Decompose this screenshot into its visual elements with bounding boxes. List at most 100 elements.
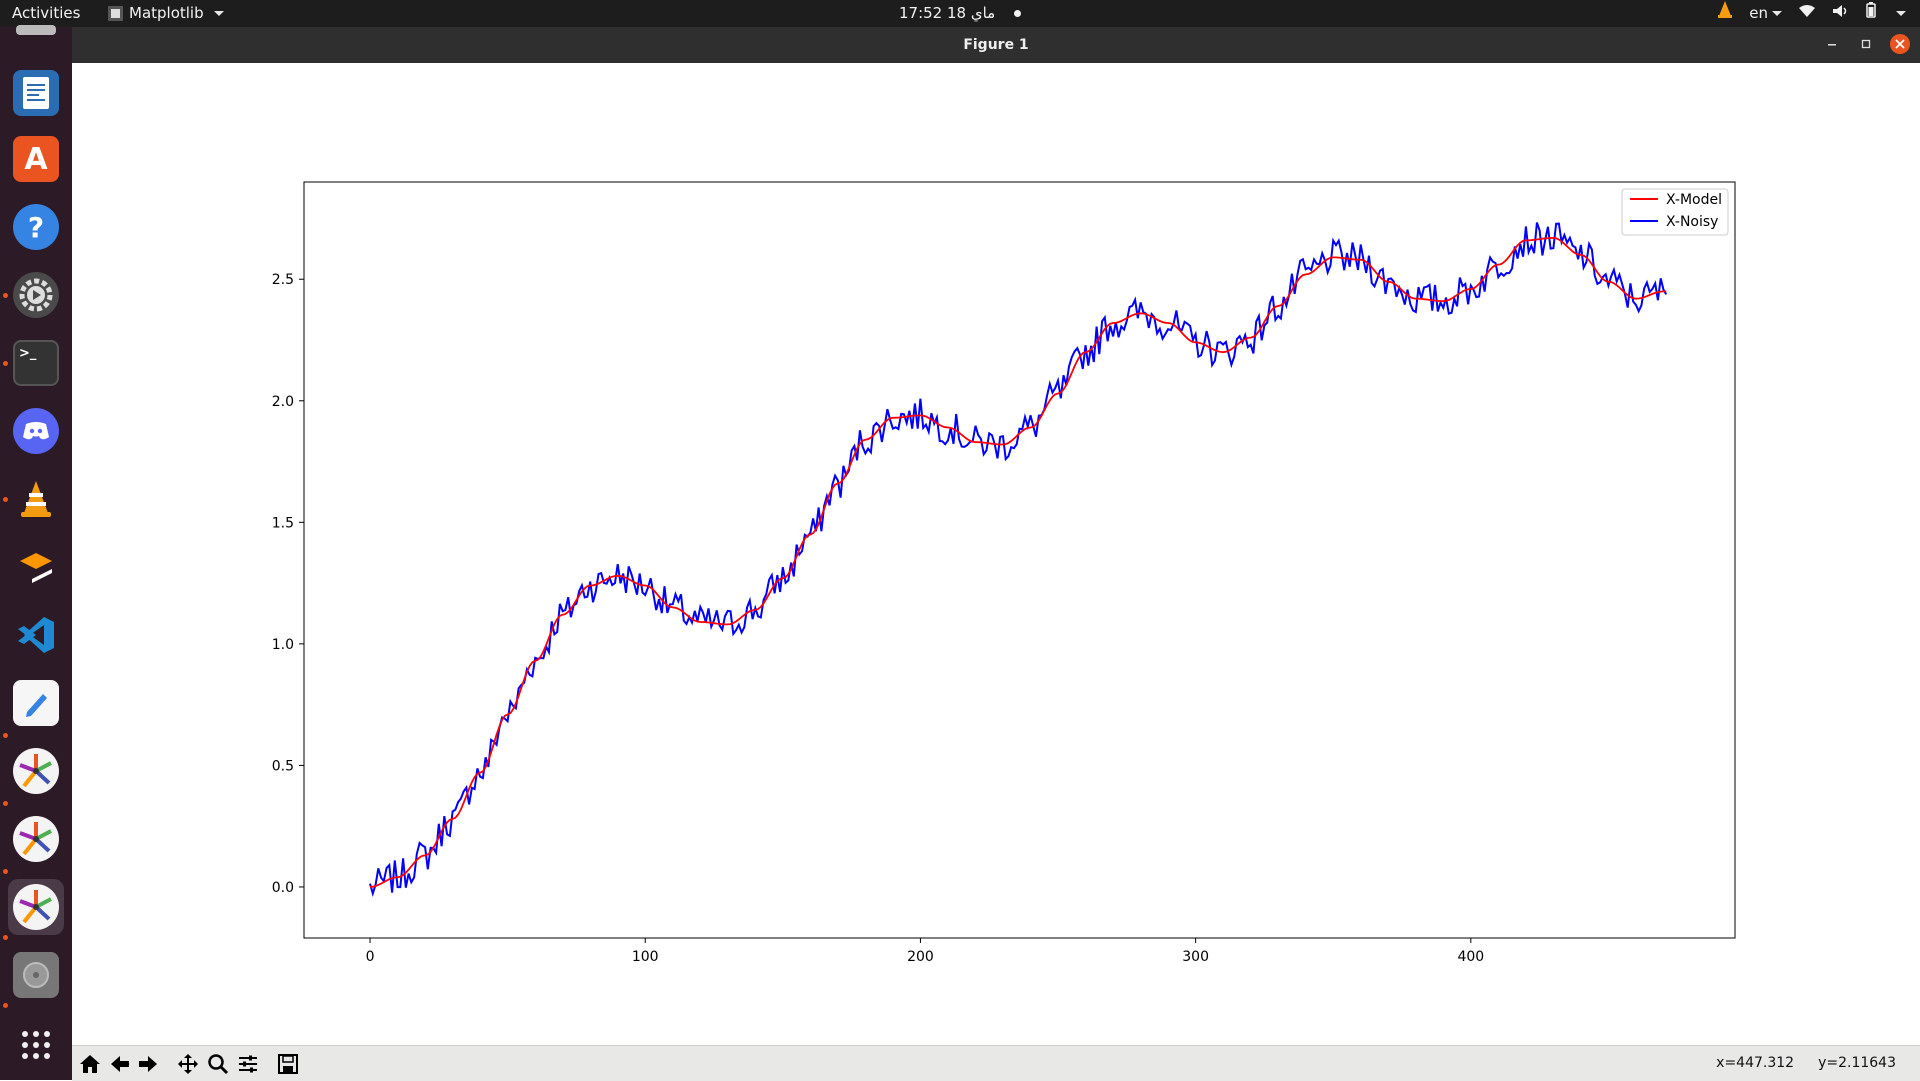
matplotlib-figure-icon: [13, 816, 59, 862]
y-tick-label: 0.5: [272, 758, 294, 774]
system-menu[interactable]: [1892, 0, 1906, 27]
terminal-icon: >_: [13, 340, 59, 386]
text-editor-icon: [13, 680, 59, 726]
window-controls: [1822, 34, 1910, 54]
dock-item-disks[interactable]: [8, 947, 64, 1003]
cursor-x-readout: x=447.312: [1716, 1055, 1795, 1071]
forward-button[interactable]: [134, 1050, 162, 1078]
x-axis: 0 100 200 300 400: [366, 938, 1484, 965]
legend-label-x-model: X-Model: [1666, 192, 1722, 208]
dock-item-vscode[interactable]: [8, 607, 64, 663]
clock-label[interactable]: 17:52 18 ماي: [899, 4, 996, 22]
running-indicator: [3, 935, 8, 940]
close-button[interactable]: [1890, 34, 1910, 54]
window-title: Figure 1: [963, 37, 1029, 53]
save-icon: [278, 1054, 298, 1074]
disks-icon: [13, 952, 59, 998]
ubuntu-software-icon: A: [13, 136, 59, 182]
x-tick-label: 200: [907, 949, 934, 965]
dock-item-sublime-text[interactable]: [8, 539, 64, 595]
y-axis: 0.0 0.5 1.0 1.5 2.0 2.5: [272, 272, 304, 896]
vlc-tray-icon[interactable]: [1717, 0, 1733, 27]
x-tick-label: 300: [1182, 949, 1209, 965]
restore-icon: [1861, 39, 1871, 49]
vlc-cone-icon: [13, 476, 59, 522]
x-tick-label: 100: [632, 949, 659, 965]
y-tick-label: 1.0: [272, 637, 294, 653]
x-tick-label: 0: [366, 949, 375, 965]
wifi-icon[interactable]: [1798, 0, 1816, 27]
home-button[interactable]: [76, 1050, 104, 1078]
libreoffice-writer-icon: [13, 70, 59, 116]
axes-frame: [303, 181, 1736, 939]
volume-icon[interactable]: [1832, 0, 1850, 27]
sublime-text-icon: [13, 544, 59, 590]
dock-item-vlc[interactable]: [8, 471, 64, 527]
zoom-button[interactable]: [204, 1050, 232, 1078]
chevron-down-icon: [213, 11, 224, 16]
show-applications-button[interactable]: [8, 1017, 64, 1073]
series-line-x-model: [369, 236, 1667, 888]
cursor-coordinates: x=447.312 y=2.11643: [1716, 1046, 1896, 1081]
cursor-y-readout: y=2.11643: [1818, 1055, 1896, 1071]
matplotlib-figure-icon: [13, 748, 59, 794]
forward-icon: [139, 1056, 157, 1072]
chevron-down-icon: [1896, 11, 1906, 16]
system-tray: en: [1717, 0, 1906, 27]
settings-gear-icon: [13, 272, 59, 318]
running-indicator: [3, 497, 8, 502]
configure-subplots-button[interactable]: [234, 1050, 262, 1078]
running-indicator: [3, 1003, 8, 1008]
minimize-button[interactable]: [1822, 34, 1842, 54]
top-bar: Activities Matplotlib 17:52 18 ماي en: [0, 0, 1920, 27]
running-indicator: [3, 733, 8, 738]
discord-icon: [13, 408, 59, 454]
legend-box: [1621, 188, 1729, 236]
language-indicator[interactable]: en: [1749, 0, 1782, 27]
partial-app-icon: [16, 25, 56, 35]
dock-item-terminal[interactable]: >_: [8, 335, 64, 391]
dock-item-matplotlib-figure-3[interactable]: [8, 879, 64, 935]
dock-item-discord[interactable]: [8, 403, 64, 459]
zoom-icon: [208, 1054, 229, 1075]
legend-label-x-noisy: X-Noisy: [1666, 214, 1718, 230]
pan-button[interactable]: [174, 1050, 202, 1078]
dock-item-partial[interactable]: [8, 7, 64, 37]
matplotlib-figure-icon: [13, 884, 59, 930]
running-indicator: [3, 869, 8, 874]
dock-item-matplotlib-figure-1[interactable]: [8, 743, 64, 799]
dock-item-ubuntu-software[interactable]: A: [8, 131, 64, 187]
running-indicator: [3, 293, 8, 298]
y-tick-label: 2.5: [272, 272, 294, 288]
legend: X-Model X-Noisy: [1621, 188, 1729, 236]
figure-canvas[interactable]: 0 100 200 300 400 0.0 0.5 1.0 1.5 2.0 2.5 X-Model…: [72, 63, 1920, 1045]
y-tick-label: 0.0: [272, 880, 294, 896]
running-indicator: [3, 801, 8, 806]
vscode-icon: [13, 612, 59, 658]
y-tick-label: 2.0: [272, 394, 294, 410]
notification-dot-icon: [1014, 10, 1021, 17]
dock-item-libreoffice-writer[interactable]: [8, 65, 64, 121]
plot-svg: 0 100 200 300 400 0.0 0.5 1.0 1.5 2.0 2.5 X-Model…: [272, 181, 1736, 965]
back-icon: [111, 1056, 129, 1072]
save-button[interactable]: [274, 1050, 302, 1078]
app-grid-icon: [13, 1022, 59, 1068]
window-titlebar[interactable]: Figure 1: [72, 27, 1920, 63]
configure-subplots-icon: [239, 1055, 257, 1073]
matplotlib-app-icon: [108, 6, 123, 21]
dock-item-help[interactable]: ?: [8, 199, 64, 255]
close-icon: [1895, 39, 1905, 49]
battery-icon[interactable]: [1866, 0, 1876, 27]
language-label: en: [1749, 4, 1768, 22]
clock: 17:52 18 ماي: [0, 0, 1920, 27]
activities-button[interactable]: Activities: [12, 4, 81, 22]
y-tick-label: 1.5: [272, 515, 294, 531]
maximize-button[interactable]: [1856, 34, 1876, 54]
app-menu[interactable]: Matplotlib: [108, 0, 224, 27]
dock-item-text-editor[interactable]: [8, 675, 64, 731]
dock-item-matplotlib-figure-2[interactable]: [8, 811, 64, 867]
app-menu-label: Matplotlib: [129, 4, 204, 22]
back-button[interactable]: [106, 1050, 134, 1078]
dock-item-settings[interactable]: [8, 267, 64, 323]
help-icon: ?: [13, 204, 59, 250]
